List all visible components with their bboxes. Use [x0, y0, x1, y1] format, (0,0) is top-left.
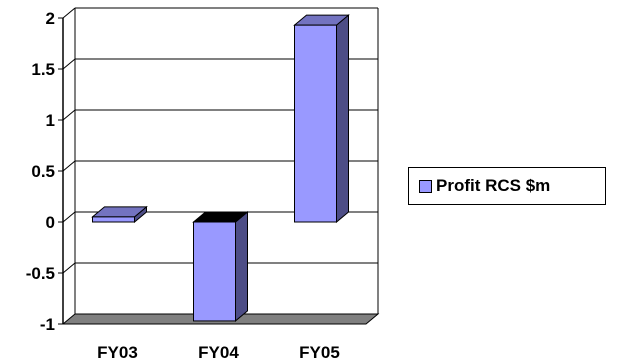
gridline-wall — [62, 160, 76, 172]
gridline-wall — [62, 7, 76, 19]
y-tick-label: 1.5 — [31, 60, 55, 79]
gridline-wall — [62, 211, 76, 223]
bar-side — [235, 210, 248, 323]
y-tick-label: 0 — [46, 213, 55, 232]
gridlines — [62, 7, 379, 314]
bars — [91, 14, 350, 323]
y-tick-label: -0.5 — [26, 264, 55, 283]
gridline-wall — [62, 262, 76, 274]
y-tick-label: 1 — [46, 111, 55, 130]
bar-front — [92, 216, 135, 223]
y-tick-label: 2 — [46, 9, 55, 28]
gridline-wall — [62, 58, 76, 70]
gridline-wall — [62, 109, 76, 121]
bar-front — [193, 221, 236, 322]
x-category-label: FY04 — [198, 343, 239, 362]
y-axis — [58, 17, 64, 325]
bar-front — [294, 24, 337, 223]
legend-swatch — [419, 179, 432, 193]
bar-fy04 — [192, 210, 249, 323]
legend: Profit RCS $m — [408, 167, 606, 205]
legend-label: Profit RCS $m — [436, 176, 551, 195]
x-category-label: FY05 — [299, 343, 340, 362]
x-category-label: FY03 — [97, 343, 138, 362]
bar-fy05 — [293, 14, 350, 224]
bar-side — [336, 14, 349, 224]
x-category-labels: FY03 FY04 FY05 — [97, 343, 340, 362]
y-tick-label: -1 — [40, 315, 55, 334]
bar-fy03 — [91, 205, 148, 224]
y-tick-labels: 2 1.5 1 0.5 0 -0.5 -1 — [26, 9, 55, 334]
y-tick-label: 0.5 — [31, 162, 55, 181]
